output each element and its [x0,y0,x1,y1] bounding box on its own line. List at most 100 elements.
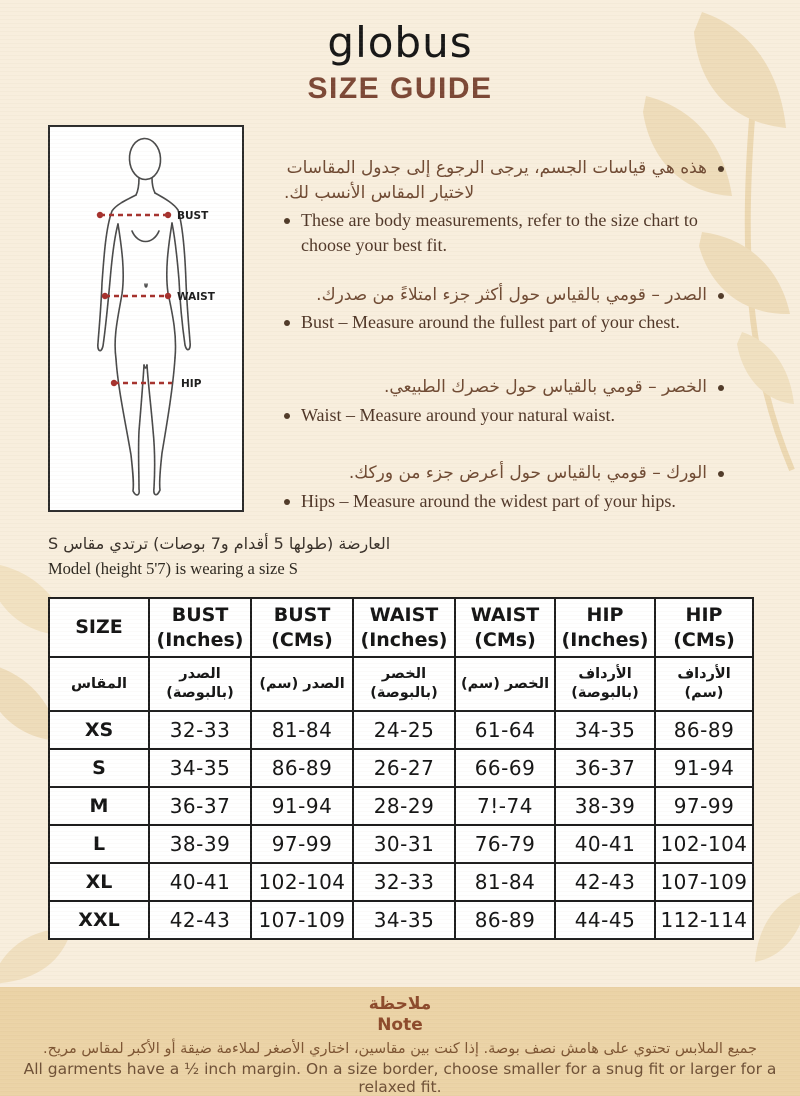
model-note: العارضة (طولها 5 أقدام و7 بوصات) ترتدي م… [48,532,508,582]
leaf-decoration-bottom-left [0,928,72,984]
list-item: الورك – قومي بالقياس حول أعرض جزء من ورك… [284,461,724,486]
size-cell: M [48,786,150,826]
table-cell: 76-79 [454,824,556,864]
note-title-ar: ملاحظة [368,994,432,1014]
col-header-ar: المقاس [48,656,150,712]
col-header-ar: الخصر (بالبوصة) [352,656,456,712]
col-header-ar: الصدر (بالبوصة) [148,656,252,712]
leaf-decoration-top-right [643,12,795,472]
col-header: SIZE [48,597,150,658]
note-banner: ملاحظة Note جميع الملابس تحتوي على هامش … [0,987,800,1096]
model-note-en: Model (height 5'7) is wearing a size S [48,558,298,578]
col-header: WAIST (Inches) [352,597,456,658]
bust-text-en: Bust – Measure around the fullest part o… [301,312,680,333]
list-item: Waist – Measure around your natural wais… [284,403,724,428]
table-cell: 7!-74 [454,786,556,826]
table-row: XXL 42-43 107-109 34-35 86-89 44-45 112-… [48,900,754,940]
bullet-icon [718,292,724,299]
intro-text-ar: هذه هي قياسات الجسم، يرجى الرجوع إلى جدو… [286,158,707,178]
waist-line-label: WAIST [177,291,216,303]
bullet-icon [284,218,290,225]
size-table: SIZE BUST (Inches) BUST (CMs) WAIST (Inches… [48,597,754,940]
leaf-decoration-bottom-right [755,892,800,962]
table-cell: 34-35 [148,748,252,788]
table-cell: 97-99 [654,786,754,826]
body-measurement-figure: BUST WAIST HIP [48,125,244,512]
table-cell: 40-41 [554,824,656,864]
col-header: HIP (CMs) [654,597,754,658]
list-item: هذه هي قياسات الجسم، يرجى الرجوع إلى جدو… [284,156,724,205]
hips-text-ar: الورك – قومي بالقياس حول أعرض جزء من ورك… [348,463,707,484]
table-cell: 91-94 [654,748,754,788]
table-cell: 44-45 [554,900,656,940]
table-cell: 86-89 [250,748,354,788]
table-cell: 107-109 [654,862,754,902]
model-note-ar: العارضة (طولها 5 أقدام و7 بوصات) ترتدي م… [48,534,391,553]
table-cell: 86-89 [654,710,754,750]
col-header: HIP (Inches) [554,597,656,658]
col-header-ar: الصدر (سم) [250,656,354,712]
hips-text-en: Hips – Measure around the widest part of… [301,490,676,511]
waist-text-en: Waist – Measure around your natural wais… [301,405,615,426]
bullet-icon [718,471,724,478]
size-cell: XS [48,710,150,750]
table-cell: 102-104 [654,824,754,864]
bust-line-label: BUST [177,210,209,222]
bullet-icon [284,498,290,505]
table-cell: 40-41 [148,862,252,902]
waist-text-ar: الخصر – قومي بالقياس حول خصرك الطبيعي. [383,377,707,398]
table-row: L 38-39 97-99 30-31 76-79 40-41 102-104 [48,824,754,864]
instruction-intro: هذه هي قياسات الجسم، يرجى الرجوع إلى جدو… [284,156,724,259]
table-cell: 38-39 [554,786,656,826]
bullet-icon [718,166,724,172]
table-cell: 112-114 [654,900,754,940]
table-cell: 42-43 [148,900,252,940]
table-row: XS 32-33 81-84 24-25 61-64 34-35 86-89 [48,710,754,750]
bullet-icon [284,320,290,327]
mannequin-illustration: BUST WAIST HIP [96,137,216,496]
instructions-list: هذه هي قياسات الجسم، يرجى الرجوع إلى جدو… [284,156,724,538]
table-cell: 24-25 [352,710,456,750]
list-item: Hips – Measure around the widest part of… [284,489,724,514]
table-row: XL 40-41 102-104 32-33 81-84 42-43 107-1… [48,862,754,902]
size-cell: XL [48,862,150,902]
table-header-en: SIZE BUST (Inches) BUST (CMs) WAIST (Inches… [48,597,754,658]
size-cell: L [48,824,150,864]
table-cell: 81-84 [454,862,556,902]
bullet-icon [284,413,290,420]
table-cell: 81-84 [250,710,354,750]
note-title-en: Note [377,1015,423,1035]
table-cell: 34-35 [352,900,456,940]
page-title: SIZE GUIDE [307,72,493,105]
bullet-icon [718,385,724,392]
list-item: These are body measurements, refer to th… [284,208,724,258]
table-cell: 30-31 [352,824,456,864]
table-cell: 66-69 [454,748,556,788]
table-cell: 61-64 [454,710,556,750]
table-cell: 36-37 [554,748,656,788]
table-cell: 32-33 [352,862,456,902]
note-body-en: All garments have a ½ inch margin. On a … [23,1060,777,1096]
hip-line-label: HIP [181,378,202,390]
col-header-ar: الخصر (سم) [454,656,556,712]
table-cell: 91-94 [250,786,354,826]
col-header: BUST (Inches) [148,597,252,658]
table-cell: 86-89 [454,900,556,940]
table-cell: 36-37 [148,786,252,826]
list-item: Bust – Measure around the fullest part o… [284,310,724,335]
col-header: WAIST (CMs) [454,597,556,658]
col-header-ar: الأرداف (سم) [654,656,754,712]
list-item: الخصر – قومي بالقياس حول خصرك الطبيعي. [284,375,724,400]
table-cell: 102-104 [250,862,354,902]
col-header: BUST (CMs) [250,597,354,658]
col-header-ar: الأرداف (بالبوصة) [554,656,656,712]
note-body-ar: جميع الملابس تحتوي على هامش نصف بوصة. إذ… [43,1041,757,1057]
table-cell: 42-43 [554,862,656,902]
instruction-bust: الصدر – قومي بالقياس حول أكثر جزء امتلاء… [284,283,724,336]
brand-logo: globus [327,18,473,67]
table-cell: 28-29 [352,786,456,826]
intro-text-ar-line2: لاختيار المقاس الأنسب لك. [284,182,475,203]
table-cell: 26-27 [352,748,456,788]
size-cell: XXL [48,900,150,940]
